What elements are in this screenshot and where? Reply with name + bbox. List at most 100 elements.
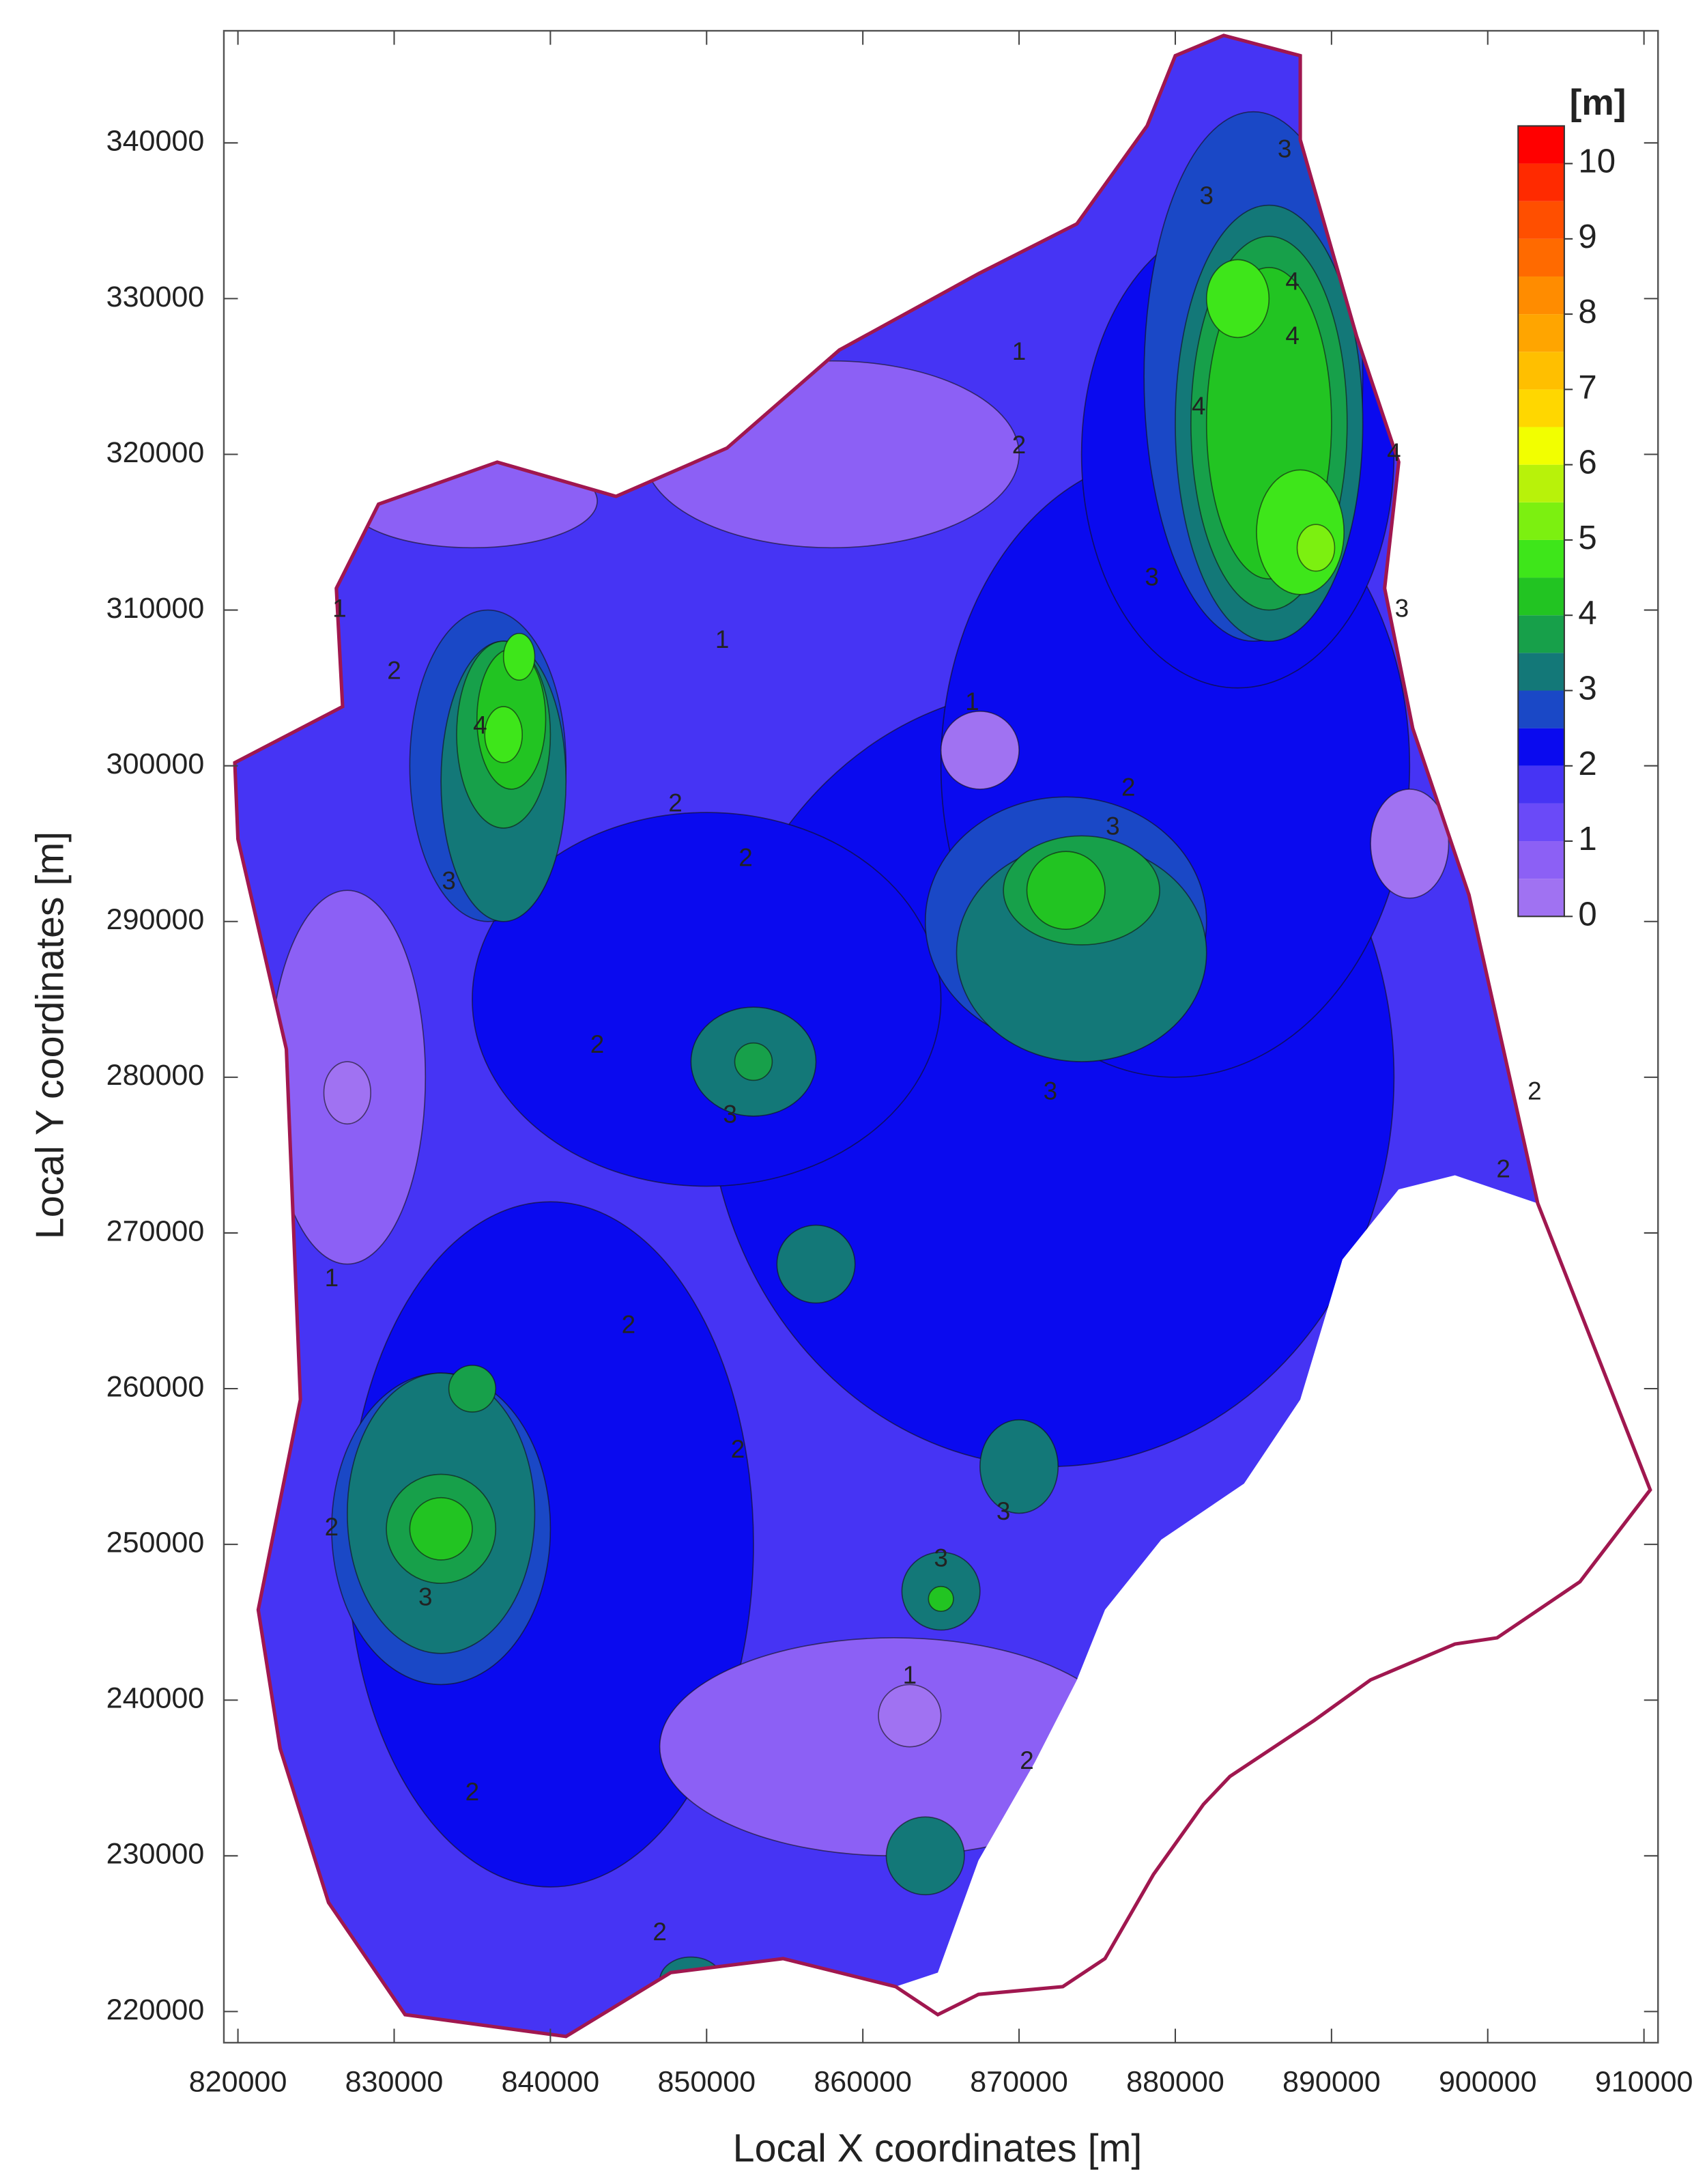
x-tick-label: 850000	[657, 2066, 756, 2099]
y-tick-label: 320000	[106, 436, 205, 469]
contour-label: 3	[1044, 1077, 1058, 1105]
contour-region	[472, 812, 942, 1187]
colorbar-title: [m]	[1570, 83, 1626, 123]
contour-label: 1	[325, 1264, 339, 1292]
contour-label: 3	[1395, 594, 1409, 622]
contour-label: 2	[465, 1778, 480, 1806]
y-tick-label: 330000	[106, 281, 205, 313]
contour-label: 3	[1145, 563, 1159, 591]
contour-label: 4	[1192, 392, 1206, 420]
contour-label: 2	[731, 1435, 745, 1463]
colorbar-band	[1518, 578, 1564, 616]
colorbar-band	[1518, 615, 1564, 653]
colorbar-tick-label: 10	[1578, 143, 1616, 180]
colorbar-tick-label: 4	[1578, 594, 1596, 632]
colorbar-tick-label: 9	[1578, 218, 1596, 255]
colorbar-band	[1518, 201, 1564, 239]
contour-label: 4	[1285, 267, 1300, 295]
colorbar-tick-label: 1	[1578, 820, 1596, 857]
contour-label: 3	[996, 1497, 1011, 1525]
contour-region	[878, 1684, 942, 1748]
colorbar-band	[1518, 464, 1564, 502]
colorbar-band	[1518, 841, 1564, 879]
contour-label: 1	[903, 1661, 917, 1689]
contour-label: 3	[418, 1583, 433, 1611]
contour-region	[409, 1497, 473, 1561]
contour-label: 2	[1012, 431, 1027, 459]
contour-label: 2	[1121, 774, 1136, 802]
contour-label: 4	[473, 711, 487, 739]
contour-region	[979, 1419, 1059, 1514]
contour-label: 2	[590, 1030, 605, 1058]
colorbar-band	[1518, 803, 1564, 842]
colorbar-tick-label: 2	[1578, 745, 1596, 782]
contour-label: 2	[1020, 1746, 1034, 1774]
y-tick-label: 340000	[106, 125, 205, 158]
contour-label: 1	[965, 687, 979, 715]
contour-label: 2	[325, 1513, 339, 1541]
colorbar-band	[1518, 653, 1564, 691]
contour-region	[734, 1042, 773, 1081]
x-tick-label: 830000	[345, 2066, 444, 2099]
colorbar-tick-label: 0	[1578, 895, 1596, 933]
x-tick-label: 820000	[189, 2066, 287, 2099]
colorbar-band	[1518, 690, 1564, 728]
contour-region	[928, 1585, 954, 1613]
contour-label: 2	[1496, 1154, 1510, 1182]
contour-region	[323, 1061, 371, 1125]
y-tick-label: 310000	[106, 592, 205, 625]
y-tick-label: 250000	[106, 1527, 205, 1559]
contour-label: 2	[1527, 1077, 1542, 1105]
y-tick-label: 230000	[106, 1838, 205, 1871]
colorbar-band	[1518, 163, 1564, 201]
contour-label: 3	[723, 1101, 737, 1129]
boundary	[233, 33, 1652, 2039]
contour-label: 4	[1387, 438, 1401, 466]
x-tick-label: 860000	[814, 2066, 912, 2099]
y-tick-label: 270000	[106, 1215, 205, 1247]
regions	[268, 111, 1450, 2004]
colorbar-tick-label: 7	[1578, 368, 1596, 406]
contour-label: 2	[387, 657, 401, 685]
x-axis-title: Local X coordinates [m]	[733, 2127, 1143, 2170]
contour-label: 1	[715, 625, 730, 653]
contour-region	[1370, 789, 1450, 899]
contour-label: 3	[1278, 134, 1292, 162]
colorbar-band	[1518, 765, 1564, 804]
colorbar-band	[1518, 879, 1564, 917]
colorbar-band	[1518, 352, 1564, 390]
y-tick-label: 240000	[106, 1682, 205, 1715]
contour-label: 2	[668, 789, 683, 817]
contour-region	[1296, 524, 1336, 572]
colorbar-band	[1518, 314, 1564, 352]
x-tick-label: 880000	[1126, 2066, 1224, 2099]
y-tick-label: 220000	[106, 1994, 205, 2026]
x-tick-label: 890000	[1282, 2066, 1381, 2099]
y-tick-label: 290000	[106, 903, 205, 936]
contour-label: 3	[934, 1544, 948, 1572]
colorbar-tick-label: 6	[1578, 444, 1596, 481]
x-tick-label: 840000	[502, 2066, 600, 2099]
contour-label: 1	[1012, 337, 1027, 365]
colorbar-tick-label: 5	[1578, 519, 1596, 556]
y-tick-label: 280000	[106, 1059, 205, 1092]
contour-region	[940, 711, 1020, 790]
colorbar-band	[1518, 126, 1564, 164]
x-tick-label: 910000	[1595, 2066, 1693, 2099]
contour-region	[1256, 469, 1345, 595]
y-tick-label: 300000	[106, 748, 205, 780]
colorbar-band	[1518, 427, 1564, 465]
contour-region	[484, 706, 523, 763]
colorbar-tick-label: 3	[1578, 669, 1596, 707]
contour-label: 2	[622, 1311, 636, 1339]
contour-region	[448, 1365, 497, 1413]
colorbar-band	[1518, 238, 1564, 276]
colorbar-band	[1518, 539, 1564, 578]
contour-region	[885, 1816, 965, 1896]
contour-region	[502, 632, 536, 681]
colorbar-band	[1518, 728, 1564, 766]
colorbar-frame	[1517, 125, 1565, 918]
contour-region	[1205, 259, 1270, 339]
contour-region	[1026, 851, 1106, 930]
